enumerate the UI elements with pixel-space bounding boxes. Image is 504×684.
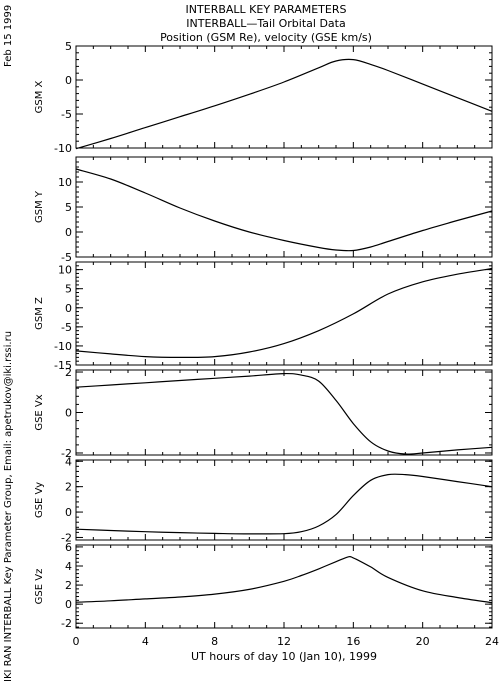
y-tick-label: 5 xyxy=(65,40,72,53)
series-line xyxy=(75,372,493,455)
panel-frame xyxy=(75,544,493,629)
series-line xyxy=(75,473,493,535)
y-tick-label: 2 xyxy=(65,481,72,494)
y-tick-label: 0 xyxy=(65,226,72,239)
series-line xyxy=(75,168,493,252)
y-tick-label: -10 xyxy=(54,340,72,353)
title-line-3: Position (GSM Re), velocity (GSE km/s) xyxy=(160,31,372,44)
panel-frame xyxy=(75,156,493,258)
panel-4: -2 0 2 GSE Vx xyxy=(34,366,493,460)
series-line xyxy=(75,555,493,604)
x-axis-label: UT hours of day 10 (Jan 10), 1999 xyxy=(191,650,377,663)
y-tick-label: 5 xyxy=(65,201,72,214)
panel-2: -5 0 5 10 GSM Y xyxy=(34,156,493,264)
y-tick-label: -10 xyxy=(54,142,72,155)
y-tick-label: 10 xyxy=(58,176,72,189)
series-line xyxy=(75,58,493,150)
panel-6: -2 0 2 4 6 GSE Vz xyxy=(34,541,493,630)
title-line-1: INTERBALL KEY PARAMETERS xyxy=(186,3,347,16)
y-tick-label: 6 xyxy=(65,541,72,554)
y-tick-label: -5 xyxy=(61,251,72,264)
panel-5: -2 0 2 4 GSE Vy xyxy=(34,455,493,544)
x-tick-label: 20 xyxy=(416,635,430,648)
panel-3: -15 -10 -5 0 5 10 GSM Z xyxy=(34,261,493,372)
y-tick-label: 2 xyxy=(65,366,72,379)
y-axis-label: GSE Vz xyxy=(34,569,45,605)
date-stamp: Feb 15 1999 xyxy=(3,5,14,67)
credit-text: IKI RAN INTERBALL Key Parameter Group, E… xyxy=(3,331,14,682)
y-tick-label: -2 xyxy=(61,531,72,544)
y-tick-label: 5 xyxy=(65,283,72,296)
x-tick-label: 4 xyxy=(142,635,149,648)
x-axis: 0 4 8 12 16 20 24 xyxy=(73,635,500,648)
x-tick-label: 0 xyxy=(73,635,80,648)
y-tick-label: 0 xyxy=(65,598,72,611)
y-tick-label: 2 xyxy=(65,579,72,592)
panel-frame xyxy=(75,45,493,149)
y-axis-label: GSE Vy xyxy=(34,482,45,518)
x-tick-label: 12 xyxy=(277,635,291,648)
y-tick-label: 0 xyxy=(65,407,72,420)
panel-frame xyxy=(75,261,493,366)
y-axis-label: GSM Y xyxy=(34,190,45,223)
title-line-2: INTERBALL—Tail Orbital Data xyxy=(186,17,345,30)
y-tick-label: 0 xyxy=(65,302,72,315)
y-tick-label: 0 xyxy=(65,506,72,519)
panels-group: -10 -5 0 5 GSM X -5 0 5 10 GSM Y -15 -10 -5 0 5 10 GSM Z… xyxy=(34,40,493,630)
y-tick-label: 4 xyxy=(65,455,72,468)
y-tick-label: -5 xyxy=(61,321,72,334)
y-tick-label: 0 xyxy=(65,74,72,87)
y-axis-label: GSE Vx xyxy=(34,394,45,430)
y-tick-label: 4 xyxy=(65,560,72,573)
y-tick-label: -15 xyxy=(54,359,72,372)
y-tick-label: -2 xyxy=(61,447,72,460)
y-tick-label: -5 xyxy=(61,108,72,121)
panel-1: -10 -5 0 5 GSM X xyxy=(34,40,493,155)
series-line xyxy=(75,267,493,359)
y-axis-label: GSM Z xyxy=(34,297,45,330)
x-tick-label: 8 xyxy=(211,635,218,648)
x-tick-label: 24 xyxy=(485,635,499,648)
x-tick-label: 16 xyxy=(346,635,360,648)
y-tick-label: -2 xyxy=(61,617,72,630)
panel-frame xyxy=(75,459,493,541)
y-axis-label: GSM X xyxy=(34,80,45,113)
y-tick-label: 10 xyxy=(58,264,72,277)
